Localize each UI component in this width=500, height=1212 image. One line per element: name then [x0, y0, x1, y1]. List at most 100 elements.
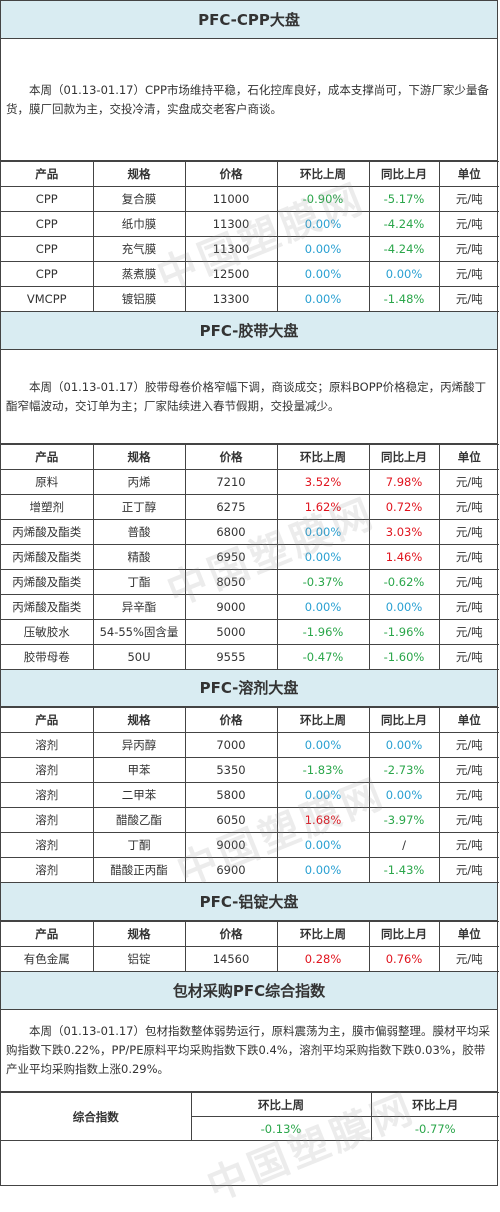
month-change-cell: -4.24%: [368, 211, 440, 237]
price-cell: 14560: [184, 946, 278, 972]
spec-cell: 蒸煮膜: [92, 261, 186, 287]
cpp-price-table: 产品 规格 价格 环比上周 同比上月 单位 CPP 复合膜 11000 -0.90% -5.17%…: [1, 161, 499, 312]
price-cell: 11000: [184, 186, 278, 212]
product-cell: CPP: [1, 261, 94, 287]
month-change-cell: 0.00%: [368, 261, 440, 287]
solvent-section-title: PFC-溶剂大盘: [1, 670, 497, 707]
spec-cell: 丁酮: [92, 832, 186, 858]
table-row: 溶剂 甲苯 5350 -1.83% -2.73% 元/吨: [1, 757, 499, 783]
product-cell: 胶带母卷: [1, 644, 94, 670]
month-change-cell: 7.98%: [368, 469, 440, 495]
column-header: 价格: [184, 707, 278, 733]
product-cell: CPP: [1, 236, 94, 262]
composite-index-table: 综合指数 环比上周 环比上月 -0.13% -0.77%: [1, 1092, 499, 1141]
product-cell: 丙烯酸及酯类: [1, 544, 94, 570]
unit-cell: 元/吨: [438, 807, 499, 833]
price-cell: 5000: [184, 619, 278, 645]
product-cell: 增塑剂: [1, 494, 94, 520]
spec-cell: 精酸: [92, 544, 186, 570]
week-change-cell: -1.96%: [276, 619, 370, 645]
month-change-cell: -1.48%: [368, 286, 440, 312]
week-change-cell: 1.62%: [276, 494, 370, 520]
spec-cell: 镀铝膜: [92, 286, 186, 312]
unit-cell: 元/吨: [438, 261, 499, 287]
month-change-cell: -1.60%: [368, 644, 440, 670]
month-change-cell: 3.03%: [368, 519, 440, 545]
table-header-row: 产品 规格 价格 环比上周 同比上月 单位: [1, 161, 499, 187]
index-section-title: 包材采购PFC综合指数: [1, 972, 497, 1010]
column-header: 环比上周: [276, 921, 370, 947]
column-header: 产品: [1, 444, 94, 470]
cpp-section-title: PFC-CPP大盘: [1, 1, 497, 39]
product-cell: 丙烯酸及酯类: [1, 594, 94, 620]
price-cell: 7000: [184, 732, 278, 758]
product-cell: 丙烯酸及酯类: [1, 519, 94, 545]
price-cell: 6050: [184, 807, 278, 833]
table-row: 原料 丙烯 7210 3.52% 7.98% 元/吨: [1, 469, 499, 495]
column-header: 价格: [184, 161, 278, 187]
spec-cell: 丁酯: [92, 569, 186, 595]
price-cell: 9000: [184, 594, 278, 620]
table-row: 压敏胶水 54-55%固含量 5000 -1.96% -1.96% 元/吨: [1, 619, 499, 645]
column-header: 价格: [184, 444, 278, 470]
column-header: 环比上周: [276, 444, 370, 470]
month-change-value: -0.77%: [370, 1116, 499, 1141]
table-row: 溶剂 异丙醇 7000 0.00% 0.00% 元/吨: [1, 732, 499, 758]
product-cell: 有色金属: [1, 946, 94, 972]
unit-cell: 元/吨: [438, 857, 499, 883]
unit-cell: 元/吨: [438, 544, 499, 570]
price-cell: 6900: [184, 857, 278, 883]
week-change-cell: 0.00%: [276, 832, 370, 858]
week-change-cell: 0.00%: [276, 519, 370, 545]
unit-cell: 元/吨: [438, 519, 499, 545]
table-row: 丙烯酸及酯类 丁酯 8050 -0.37% -0.62% 元/吨: [1, 569, 499, 595]
product-cell: VMCPP: [1, 286, 94, 312]
month-change-cell: -5.17%: [368, 186, 440, 212]
column-header: 规格: [92, 921, 186, 947]
week-change-cell: 0.00%: [276, 594, 370, 620]
solvent-price-table: 产品 规格 价格 环比上周 同比上月 单位 溶剂 异丙醇 7000 0.00% 0.00% 元/吨溶…: [1, 707, 499, 883]
spec-cell: 正丁醇: [92, 494, 186, 520]
ingot-price-table: 产品 规格 价格 环比上周 同比上月 单位 有色金属 铝锭 14560 0.28% 0.76% 元/…: [1, 921, 499, 972]
index-summary: 本周（01.13-01.17）包材指数整体弱势运行，原料震荡为主，膜市偏弱整理。…: [1, 1010, 497, 1092]
solvent-table-body: 溶剂 异丙醇 7000 0.00% 0.00% 元/吨 溶剂 甲苯 5350 -1.83% -2.7…: [1, 732, 499, 883]
unit-cell: 元/吨: [438, 469, 499, 495]
month-change-cell: 1.46%: [368, 544, 440, 570]
price-cell: 9000: [184, 832, 278, 858]
column-header: 单位: [438, 921, 499, 947]
cpp-summary-text: 本周（01.13-01.17）CPP市场维持平稳，石化控库良好，成本支撑尚可，下…: [6, 82, 489, 116]
price-cell: 12500: [184, 261, 278, 287]
week-change-cell: 0.00%: [276, 211, 370, 237]
spec-cell: 50U: [92, 644, 186, 670]
product-cell: 溶剂: [1, 807, 94, 833]
index-summary-text: 本周（01.13-01.17）包材指数整体弱势运行，原料震荡为主，膜市偏弱整理。…: [6, 1024, 490, 1076]
product-cell: 溶剂: [1, 782, 94, 808]
week-change-cell: 0.00%: [276, 857, 370, 883]
table-row: 溶剂 醋酸乙酯 6050 1.68% -3.97% 元/吨: [1, 807, 499, 833]
column-header: 产品: [1, 161, 94, 187]
spec-cell: 普酸: [92, 519, 186, 545]
unit-cell: 元/吨: [438, 644, 499, 670]
column-header: 单位: [438, 161, 499, 187]
spec-cell: 甲苯: [92, 757, 186, 783]
cpp-table-body: CPP 复合膜 11000 -0.90% -5.17% 元/吨 CPP 纸巾膜 11300 0.0…: [1, 186, 499, 312]
column-header: 产品: [1, 921, 94, 947]
composite-index-label: 综合指数: [1, 1092, 192, 1141]
price-cell: 9555: [184, 644, 278, 670]
table-row: CPP 充气膜 11300 0.00% -4.24% 元/吨: [1, 236, 499, 262]
price-cell: 11300: [184, 211, 278, 237]
unit-cell: 元/吨: [438, 757, 499, 783]
week-change-cell: 0.00%: [276, 732, 370, 758]
week-change-cell: -0.37%: [276, 569, 370, 595]
column-header: 规格: [92, 707, 186, 733]
column-header: 产品: [1, 707, 94, 733]
table-row: 丙烯酸及酯类 精酸 6950 0.00% 1.46% 元/吨: [1, 544, 499, 570]
table-row: 丙烯酸及酯类 异辛酯 9000 0.00% 0.00% 元/吨: [1, 594, 499, 620]
column-header: 同比上月: [368, 444, 440, 470]
price-cell: 5350: [184, 757, 278, 783]
product-cell: 压敏胶水: [1, 619, 94, 645]
spec-cell: 54-55%固含量: [92, 619, 186, 645]
week-change-cell: 1.68%: [276, 807, 370, 833]
column-header: 单位: [438, 707, 499, 733]
unit-cell: 元/吨: [438, 236, 499, 262]
